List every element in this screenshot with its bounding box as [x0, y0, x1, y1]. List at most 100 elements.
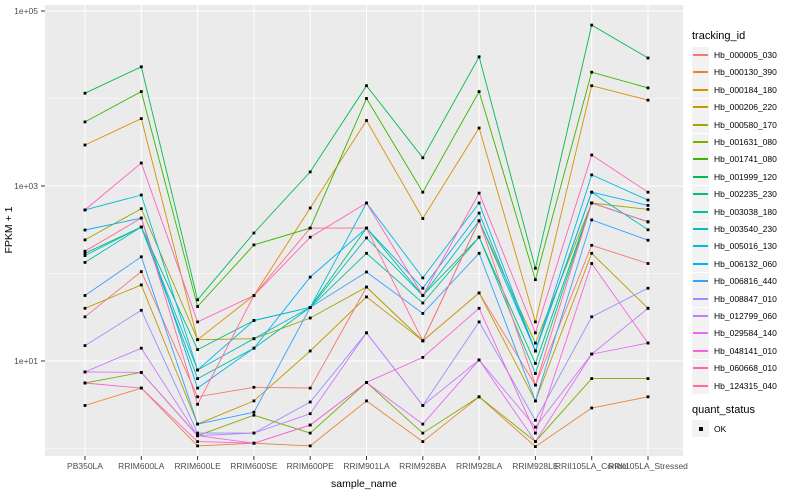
data-point-marker [139, 346, 143, 350]
legend-item-label: Hb_001631_080 [714, 137, 777, 147]
data-point-marker [139, 193, 143, 197]
data-point-marker [196, 386, 199, 390]
data-point-marker [590, 406, 594, 410]
legend-item-label: Hb_001999_120 [714, 171, 777, 182]
data-point-marker [308, 400, 312, 404]
data-point-marker [365, 285, 368, 289]
legend-line-swatch-icon [693, 175, 708, 178]
data-point-marker [477, 235, 481, 239]
legend-key [692, 359, 709, 377]
legend-item-label: Hb_060668_010 [714, 363, 777, 374]
data-point-marker [308, 386, 312, 390]
black-square-marker-icon [698, 426, 703, 431]
data-point-marker [421, 339, 425, 343]
data-point-marker [83, 381, 87, 385]
data-point-marker [196, 368, 199, 372]
data-point-marker [646, 98, 650, 102]
data-point-marker [646, 395, 650, 399]
data-point-marker [365, 226, 368, 230]
x-tick-label: RRIM600PE [287, 461, 335, 471]
data-point-marker [534, 440, 537, 443]
quant-ok-key [692, 420, 709, 437]
data-point-marker [83, 228, 87, 232]
legend-key [692, 237, 709, 255]
data-point-marker [139, 225, 143, 229]
legend-line-swatch-icon [693, 367, 708, 370]
data-point-marker [83, 91, 87, 95]
data-point-marker [421, 217, 425, 220]
legend-item-label: Hb_000206_220 [714, 102, 777, 113]
data-point-marker [421, 431, 425, 435]
data-point-marker [534, 418, 537, 422]
data-point-marker [534, 383, 537, 387]
legend-item-label: Hb_006132_060 [714, 258, 777, 269]
legend-item-Hb_006132_060: Hb_006132_060 [692, 255, 777, 273]
data-point-marker [534, 349, 537, 353]
legend-item-label: Hb_008847_010 [714, 293, 777, 304]
legend-item-Hb_124315_040: Hb_124315_040 [692, 377, 777, 395]
y-tick-label: 1e+01 [14, 356, 38, 366]
data-point-marker [308, 423, 312, 427]
data-point-marker [477, 395, 481, 399]
data-point-marker [196, 395, 199, 399]
legend-key [692, 307, 709, 325]
data-point-marker [308, 206, 312, 210]
data-point-marker [534, 320, 537, 324]
legend-line-swatch-icon [693, 262, 708, 265]
y-tick-label: 1e+05 [14, 6, 38, 16]
data-point-marker [421, 156, 425, 160]
legend: tracking_id Hb_000005_030 Hb_000130_390 Hb… [688, 0, 800, 500]
y-tick-label: 1e+03 [14, 181, 38, 191]
data-point-marker [365, 97, 368, 100]
legend-key [692, 116, 709, 134]
legend-item-Hb_008847_010: Hb_008847_010 [692, 290, 777, 308]
data-point-marker [139, 283, 143, 287]
legend-item-Hb_060668_010: Hb_060668_010 [692, 359, 777, 377]
legend-item-label: Hb_001741_080 [714, 154, 777, 165]
legend-key [692, 290, 709, 308]
data-point-marker [590, 173, 594, 177]
data-point-marker [252, 294, 256, 297]
data-point-marker [590, 201, 594, 205]
data-point-marker [83, 143, 87, 147]
x-tick-label: RRII105LA_Stressed [608, 461, 688, 471]
data-point-marker [196, 298, 199, 302]
data-point-marker [477, 55, 481, 59]
data-point-marker [252, 431, 256, 435]
data-point-marker [477, 201, 481, 205]
data-point-marker [83, 344, 87, 347]
data-point-marker [196, 320, 199, 324]
data-point-marker [139, 216, 143, 220]
data-point-marker [83, 306, 87, 310]
legend-item-label: Hb_000005_030 [714, 50, 777, 60]
x-tick-label: RRIM600LE [174, 461, 221, 471]
legend-key [692, 185, 709, 203]
legend-line-swatch-icon [693, 141, 708, 143]
x-tick-label: PB350LA [67, 461, 103, 471]
legend-item-Hb_000130_390: Hb_000130_390 [692, 63, 777, 81]
data-point-marker [139, 207, 143, 211]
data-point-marker [139, 117, 143, 120]
x-tick-label: RRIM928LA [456, 461, 503, 471]
legend-item-Hb_005016_130: Hb_005016_130 [692, 237, 777, 255]
data-point-marker [83, 261, 87, 264]
legend-item-Hb_012799_060: Hb_012799_060 [692, 307, 777, 325]
data-point-marker [534, 372, 537, 375]
legend-item-label: Hb_003038_180 [714, 206, 777, 217]
data-point-marker [365, 270, 368, 274]
data-point-marker [196, 338, 199, 342]
legend-line-swatch-icon [693, 228, 708, 230]
data-point-marker [308, 226, 312, 230]
legend-item-quant-ok: OK [692, 420, 726, 437]
data-point-marker [534, 362, 537, 365]
data-point-marker [139, 270, 143, 273]
data-point-marker [83, 120, 87, 124]
data-point-marker [477, 320, 481, 324]
data-point-marker [139, 65, 143, 69]
legend-item-Hb_000580_170: Hb_000580_170 [692, 116, 777, 134]
data-point-marker [590, 243, 594, 247]
data-point-marker [646, 262, 650, 265]
data-point-marker [252, 441, 256, 445]
data-point-marker [365, 381, 368, 384]
legend-item-label: Hb_003540_230 [714, 224, 777, 234]
